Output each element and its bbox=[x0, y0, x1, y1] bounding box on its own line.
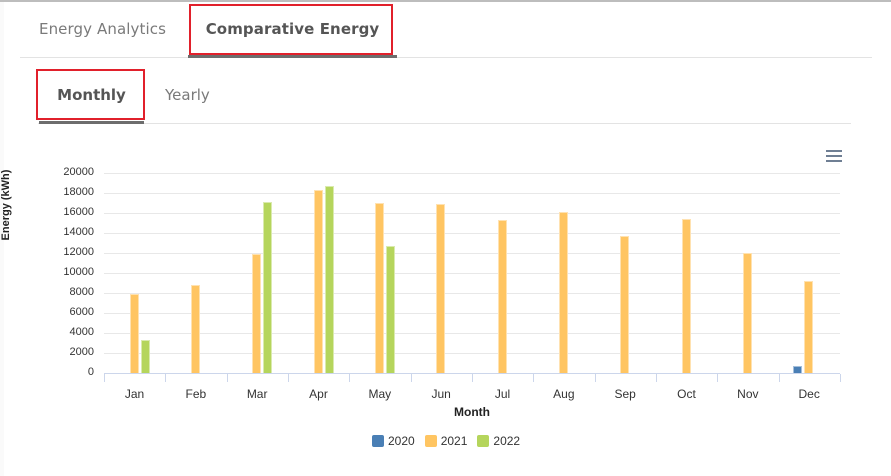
x-tick-mark bbox=[533, 374, 535, 382]
x-tick-label: Dec bbox=[798, 387, 820, 401]
x-tick-label: Nov bbox=[737, 387, 759, 401]
legend-swatch bbox=[424, 435, 437, 447]
gridline bbox=[104, 313, 840, 314]
bar-2021-jan[interactable] bbox=[129, 294, 139, 373]
bar-2021-nov[interactable] bbox=[743, 253, 752, 373]
x-tick-mark bbox=[165, 374, 167, 382]
y-tick-label: 12000 bbox=[63, 246, 94, 258]
y-tick-label: 4000 bbox=[69, 326, 94, 338]
y-tick-label: 18000 bbox=[63, 186, 94, 198]
x-axis-title: Month bbox=[454, 405, 490, 419]
x-tick-label: Jul bbox=[494, 387, 511, 401]
gridline bbox=[104, 293, 840, 294]
bar-2021-mar[interactable] bbox=[252, 254, 262, 373]
y-tick-label: 14000 bbox=[63, 226, 94, 238]
x-tick-label: Feb bbox=[185, 387, 207, 401]
bar-2022-may[interactable] bbox=[386, 246, 395, 373]
active-tab-underline bbox=[188, 55, 397, 58]
bar-2022-jan[interactable] bbox=[140, 340, 150, 373]
x-tick-label: Apr bbox=[309, 387, 328, 401]
y-tick-label: 2000 bbox=[69, 346, 94, 358]
gridline bbox=[104, 233, 840, 234]
x-tick-label: Sep bbox=[614, 387, 636, 401]
tab-yearly[interactable]: Yearly bbox=[165, 68, 210, 123]
bar-2021-jul[interactable] bbox=[497, 220, 507, 373]
x-tick-mark bbox=[226, 374, 228, 382]
legend-label: 2020 bbox=[388, 434, 415, 448]
x-tick-label: Jan bbox=[124, 387, 145, 401]
y-tick-label: 0 bbox=[87, 366, 94, 378]
y-tick-label: 20000 bbox=[63, 166, 94, 178]
bar-2021-apr[interactable] bbox=[313, 190, 323, 373]
gridline bbox=[104, 173, 840, 174]
chart-legend: 2020 2021 2022 bbox=[372, 433, 530, 449]
bar-2022-apr[interactable] bbox=[324, 186, 334, 373]
gridline bbox=[104, 333, 840, 334]
x-tick-mark bbox=[349, 374, 351, 382]
bar-2021-oct[interactable] bbox=[681, 219, 691, 373]
hamburger-menu-icon[interactable] bbox=[826, 150, 842, 162]
tab-label: Monthly bbox=[57, 86, 126, 104]
y-tick-label: 6000 bbox=[69, 306, 94, 318]
bar-2021-jun[interactable] bbox=[436, 204, 446, 373]
tab-comparative-energy[interactable]: Comparative Energy bbox=[188, 2, 397, 58]
top-border bbox=[0, 0, 891, 2]
x-tick-mark bbox=[778, 374, 780, 382]
gridline bbox=[104, 353, 840, 354]
y-tick-label: 16000 bbox=[63, 206, 94, 218]
bar-2022-mar[interactable] bbox=[263, 202, 273, 373]
legend-swatch bbox=[372, 435, 384, 447]
x-tick-mark bbox=[840, 374, 841, 382]
x-tick-mark bbox=[472, 374, 473, 382]
bar-2021-dec[interactable] bbox=[804, 281, 814, 373]
bar-2020-dec[interactable] bbox=[793, 366, 803, 373]
legend-swatch bbox=[477, 435, 490, 447]
highlight-box bbox=[189, 4, 393, 55]
highlight-box bbox=[36, 69, 145, 120]
x-tick-label: Jun bbox=[431, 387, 451, 401]
x-tick-mark bbox=[594, 374, 596, 382]
legend-item-2021[interactable]: 2021 bbox=[424, 434, 468, 448]
y-tick-label: 10000 bbox=[63, 266, 94, 278]
gridline bbox=[104, 213, 840, 214]
y-axis-title: Energy (kWh) bbox=[0, 169, 12, 241]
gridline bbox=[104, 193, 840, 194]
x-tick-mark bbox=[717, 374, 719, 382]
x-tick-label: May bbox=[368, 387, 392, 401]
bar-2021-aug[interactable] bbox=[559, 212, 568, 373]
bar-2021-sep[interactable] bbox=[620, 236, 630, 373]
x-tick-mark bbox=[656, 374, 657, 382]
x-tick-mark bbox=[410, 374, 412, 382]
x-axis-line bbox=[104, 373, 840, 374]
x-tick-label: Oct bbox=[677, 387, 696, 401]
legend-item-2020[interactable]: 2020 bbox=[372, 434, 415, 448]
sub-tab-bar: Monthly Yearly bbox=[36, 68, 851, 124]
legend-label: 2021 bbox=[440, 434, 468, 448]
tab-label: Comparative Energy bbox=[205, 20, 380, 38]
gridline bbox=[104, 253, 840, 254]
x-tick-mark bbox=[104, 374, 105, 382]
x-tick-mark bbox=[288, 374, 289, 382]
main-tab-bar: Energy Analytics Comparative Energy bbox=[20, 2, 872, 58]
legend-item-2022[interactable]: 2022 bbox=[477, 434, 520, 448]
bar-2021-feb[interactable] bbox=[191, 285, 200, 373]
tab-label: Yearly bbox=[165, 86, 210, 104]
x-tick-label: Mar bbox=[246, 387, 268, 401]
tab-monthly[interactable]: Monthly bbox=[36, 68, 145, 124]
left-edge bbox=[0, 2, 4, 476]
tab-energy-analytics[interactable]: Energy Analytics bbox=[39, 2, 166, 58]
x-tick-label: Aug bbox=[553, 387, 575, 401]
legend-label: 2022 bbox=[493, 434, 521, 448]
bar-2021-may[interactable] bbox=[375, 203, 384, 373]
gridline bbox=[104, 273, 840, 274]
active-tab-underline bbox=[39, 121, 144, 124]
y-tick-label: 8000 bbox=[69, 286, 94, 298]
tab-label: Energy Analytics bbox=[39, 20, 166, 38]
